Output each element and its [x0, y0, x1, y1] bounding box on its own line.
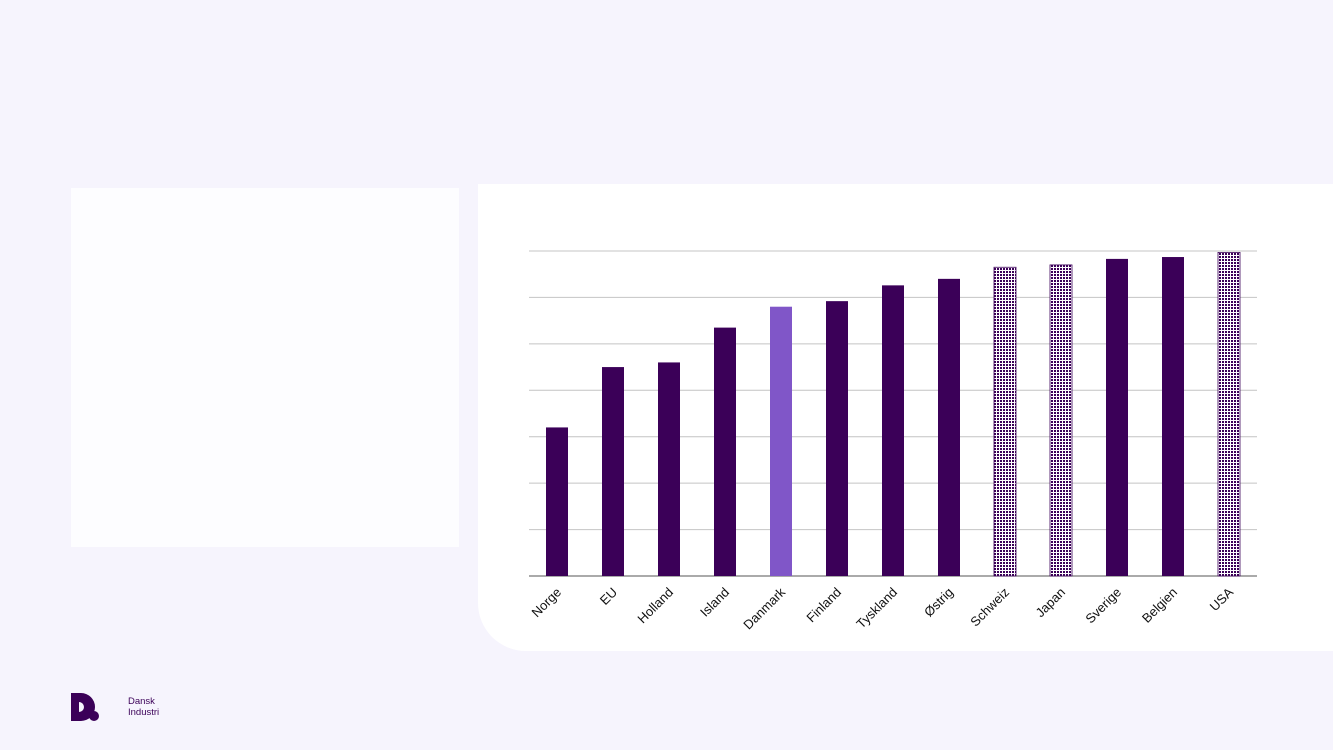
bar-japan — [1049, 264, 1073, 577]
bar-danmark — [770, 306, 792, 576]
dansk-industri-logo: Dansk Industri — [70, 692, 159, 722]
chart-card: Norge EU Holland Island Danmark Finland Tyskla… — [478, 184, 1333, 651]
bar-norge — [546, 427, 568, 576]
x-tick-label: Schweiz — [967, 585, 1012, 630]
bar-schweiz — [993, 266, 1017, 577]
bar-island — [714, 327, 736, 576]
di-logo-icon — [71, 693, 99, 721]
bar-eu — [602, 367, 624, 576]
x-tick-label: Holland — [634, 585, 676, 627]
logo-text-line2: Industri — [128, 707, 160, 718]
x-tick-label: Norge — [528, 585, 564, 621]
x-tick-label: Finland — [803, 585, 844, 626]
bar-tyskland — [882, 285, 904, 576]
bar-belgien — [1162, 257, 1184, 576]
x-tick-label: USA — [1207, 584, 1237, 614]
text-panel — [71, 188, 459, 547]
bar-finland — [826, 301, 848, 576]
bar-østrig — [938, 278, 960, 576]
x-tick-label: Japan — [1032, 585, 1068, 621]
x-tick-label: Belgien — [1139, 585, 1180, 626]
bar-usa — [1217, 251, 1241, 577]
bar-holland — [658, 362, 680, 576]
x-tick-label: Danmark — [740, 584, 788, 632]
x-tick-label: EU — [597, 585, 620, 608]
bar-chart: Norge EU Holland Island Danmark Finland Tyskla… — [528, 250, 1257, 632]
x-tick-label: Sverige — [1082, 585, 1124, 627]
bar-sverige — [1106, 258, 1128, 576]
x-tick-label: Tyskland — [853, 585, 900, 632]
x-tick-label: Island — [697, 585, 732, 620]
logo-text-line1: Dansk — [128, 696, 155, 707]
x-tick-label: Østrig — [921, 585, 956, 620]
